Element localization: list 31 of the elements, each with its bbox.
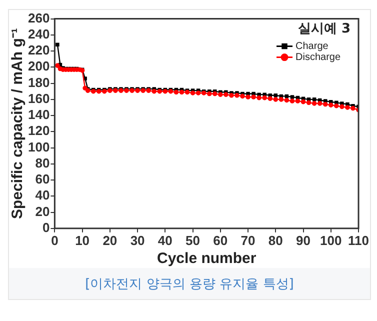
x-tick-label: 90 xyxy=(296,232,311,248)
legend-label: Discharge xyxy=(296,52,341,64)
y-tick-label: 180 xyxy=(28,74,50,90)
y-tick-label: 80 xyxy=(35,155,50,170)
x-tick-label: 100 xyxy=(320,232,342,248)
x-tick-label: 20 xyxy=(102,232,118,248)
y-tick-label: 60 xyxy=(35,172,50,187)
y-tick-label: 100 xyxy=(28,139,50,154)
legend-title: 실시예 3 xyxy=(298,22,351,37)
x-tick-label: 30 xyxy=(130,232,145,248)
y-tick-label: 140 xyxy=(28,107,50,122)
y-tick-label: 20 xyxy=(35,204,50,219)
y-tick-label: 260 xyxy=(28,10,50,26)
x-tick-label: 10 xyxy=(75,232,90,248)
x-tick-label: 40 xyxy=(158,232,172,248)
x-axis-title: Cycle number xyxy=(157,250,256,268)
x-tick-label: 60 xyxy=(213,232,228,248)
y-tick-label: 40 xyxy=(35,188,50,203)
x-tick-label: 110 xyxy=(348,232,370,248)
x-tick-label: 50 xyxy=(186,232,200,248)
legend-label: Charge xyxy=(296,41,329,52)
x-tick-label: 80 xyxy=(268,232,283,248)
y-tick-label: 200 xyxy=(28,58,50,74)
y-tick-label: 160 xyxy=(28,90,50,106)
text: [이차전지 양극의 용량 유지율 특성] xyxy=(9,268,370,299)
y-axis-title: Specific capacity / mAh g⁻¹ xyxy=(9,28,26,220)
y-tick-label: 120 xyxy=(28,123,50,138)
y-tick-label: 240 xyxy=(28,26,50,42)
y-tick-label: 0 xyxy=(42,220,50,235)
x-tick-label: 70 xyxy=(240,232,256,248)
y-tick-label: 220 xyxy=(28,42,50,58)
